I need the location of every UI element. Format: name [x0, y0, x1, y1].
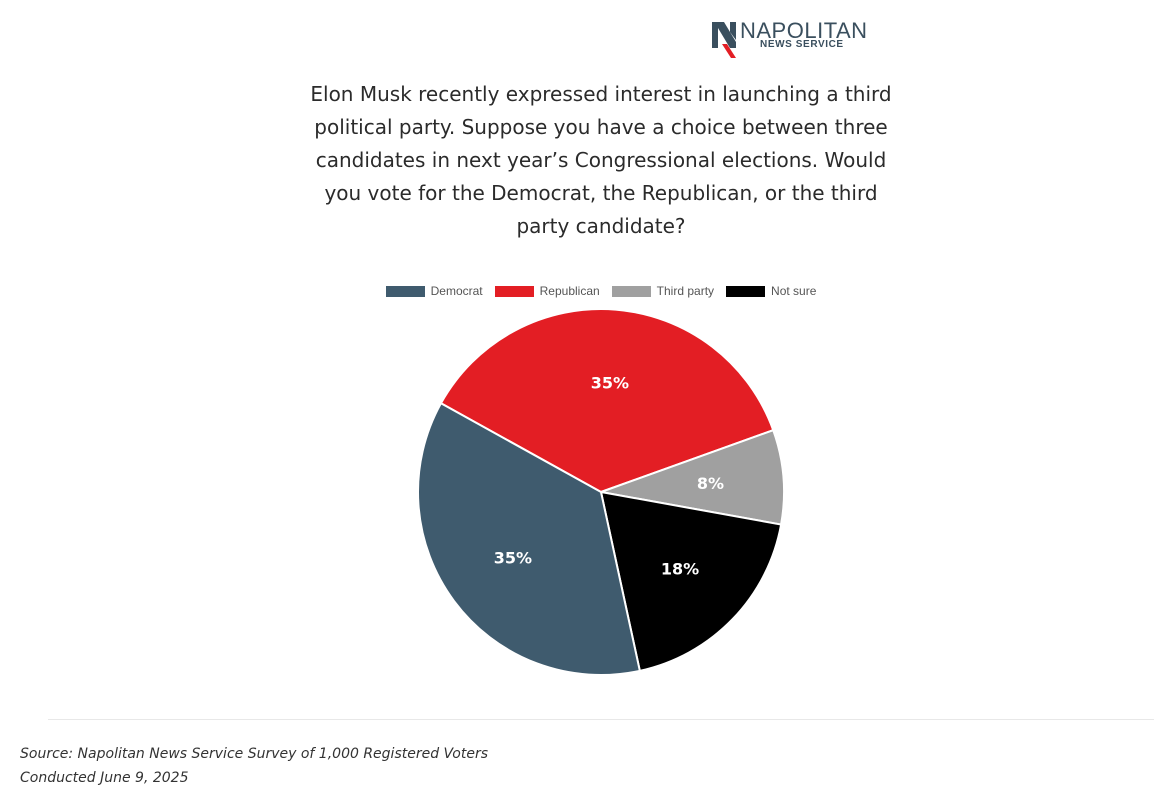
legend-item-republican: Republican: [494, 284, 600, 298]
source-text: Source: Napolitan News Service Survey of…: [20, 746, 489, 762]
legend-label-third-party: Third party: [656, 284, 715, 298]
pie-slice-republican: [439, 308, 775, 494]
legend-swatch-not-sure: [726, 285, 766, 297]
conducted-date: Conducted June 9, 2025: [20, 770, 189, 786]
source-note: Source: Napolitan News Service Survey of…: [20, 742, 488, 790]
legend-item-not-sure: Not sure: [726, 284, 816, 298]
survey-question: Elon Musk recently expressed interest in…: [310, 82, 892, 238]
legend-swatch-democrat: [385, 285, 425, 297]
legend-label-not-sure: Not sure: [771, 284, 817, 298]
napolitan-n-logo-icon: [712, 22, 736, 58]
logo-brand-text: NAPOLITAN: [740, 18, 868, 43]
pie-slice-third-party: [597, 428, 785, 526]
legend-label-democrat: Democrat: [430, 284, 483, 298]
legend-swatch-third-party: [611, 285, 651, 297]
chart-legend: Democrat Republican Third party Not sure: [0, 284, 1174, 298]
data-label-republican: 35%: [591, 374, 629, 393]
footer-divider: [48, 719, 1154, 720]
napolitan-logo: NAPOLITAN NEWS SERVICE: [710, 18, 870, 62]
pie-slice-democrat: [417, 401, 642, 676]
legend-item-third-party: Third party: [611, 284, 715, 298]
legend-label-republican: Republican: [539, 284, 600, 298]
data-label-not-sure: 18%: [661, 559, 699, 578]
legend-swatch-republican: [494, 285, 534, 297]
data-label-democrat: 35%: [494, 549, 532, 568]
pie-slice-not-sure: [599, 490, 783, 673]
logo-sub-text: NEWS SERVICE: [760, 39, 844, 50]
legend-item-democrat: Democrat: [385, 284, 483, 298]
data-label-third-party: 8%: [697, 474, 724, 493]
